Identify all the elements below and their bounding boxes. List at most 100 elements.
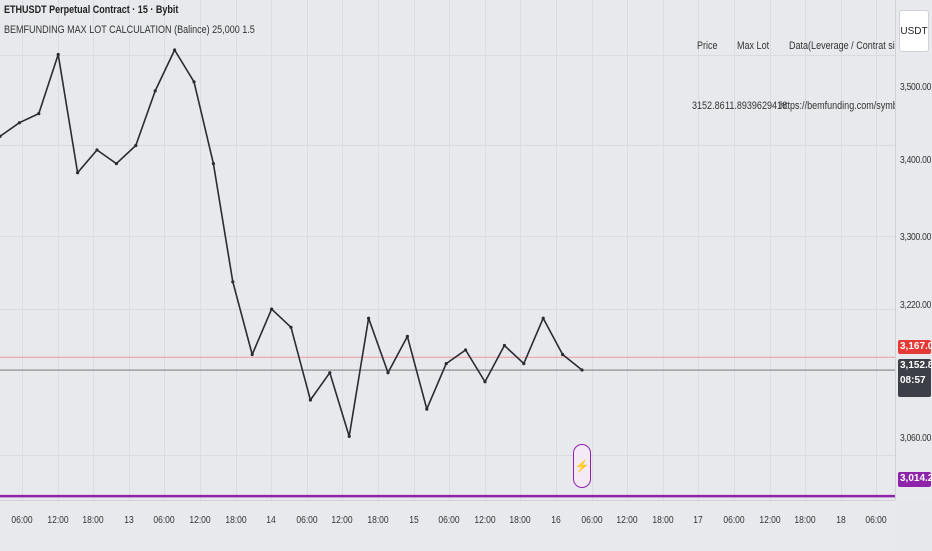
price-chart[interactable] (0, 0, 895, 500)
current-price-value: 3,152.86 (900, 360, 932, 371)
time-tick: 06:00 (296, 515, 318, 526)
price-point (405, 334, 409, 338)
gridline-vertical (876, 0, 878, 500)
info-header-data: Data(Leverage / Contrat size) (789, 40, 908, 52)
time-tick: 12:00 (616, 515, 638, 526)
price-point (308, 398, 312, 402)
gridline-horizontal (0, 236, 895, 238)
gridline-vertical (128, 0, 130, 500)
price-point (0, 134, 2, 138)
currency-selector[interactable]: USDT (899, 10, 929, 52)
gridline-vertical (805, 0, 807, 500)
gridline-horizontal (0, 309, 895, 311)
time-tick: 12:00 (331, 515, 354, 526)
gridline-vertical (413, 0, 415, 500)
price-point (37, 112, 41, 116)
price-point (289, 325, 293, 329)
gridline-horizontal (0, 145, 895, 147)
time-tick: 17 (693, 515, 704, 526)
gridline-vertical (840, 0, 842, 500)
time-tick: 06:00 (723, 515, 745, 526)
time-scale[interactable]: 06:00 12:00 18:00 13 06:00 12:00 18:00 14 06:00 1… (0, 500, 895, 551)
price-point (134, 143, 138, 148)
price-point (250, 352, 254, 357)
time-tick: 18:00 (509, 515, 532, 526)
info-value-price: 3152.86 (692, 100, 725, 112)
lightning-icon[interactable]: ⚡ (573, 444, 591, 488)
countdown-timer: 08:57 (900, 375, 926, 386)
price-point (464, 348, 468, 352)
time-tick: 14 (266, 515, 276, 526)
price-point (541, 316, 545, 320)
info-value-max-lot: 11.8939629416 (725, 100, 788, 112)
price-point (95, 148, 99, 152)
gridline-horizontal (0, 54, 895, 56)
price-point (328, 371, 332, 375)
chart-area[interactable]: ETHUSDT Perpetual Contract · 15 · Bybit … (0, 0, 909, 500)
time-tick: 18:00 (82, 515, 104, 526)
time-tick: 06:00 (11, 515, 33, 526)
gridline-vertical (22, 0, 23, 500)
price-point (153, 89, 157, 93)
price-point (211, 162, 215, 166)
gridline-vertical (520, 0, 522, 500)
time-tick: 13 (124, 515, 134, 526)
price-point (561, 352, 565, 357)
gridline-vertical (556, 0, 557, 500)
price-tick: 3,500.00 (900, 82, 932, 93)
gridline-vertical (200, 0, 201, 500)
gridline-vertical (769, 0, 771, 500)
price-point (270, 307, 274, 311)
price-tick: 3,060.00 (900, 433, 932, 444)
gridline-vertical (627, 0, 629, 500)
price-point (580, 368, 584, 372)
price-point (386, 371, 390, 375)
price-point (522, 362, 526, 366)
price-point (56, 52, 60, 57)
gridline-vertical (306, 0, 308, 500)
price-point (502, 343, 506, 348)
info-value-data: https://bemfunding.com/symbols (780, 100, 910, 112)
time-tick: 06:00 (153, 515, 176, 526)
indicator-legend[interactable]: BEMFUNDING MAX LOT CALCULATION (Balince)… (4, 24, 255, 36)
price-tick: 3,400.00 (900, 155, 932, 166)
time-tick: 12:00 (189, 515, 211, 526)
time-tick: 18 (836, 515, 846, 526)
price-point (17, 121, 21, 125)
price-point (444, 362, 448, 366)
price-point (347, 434, 351, 438)
time-tick: 18:00 (224, 515, 247, 526)
symbol-title[interactable]: ETHUSDT Perpetual Contract · 15 · Bybit (4, 4, 179, 16)
low-price-label: 3,014.25 (898, 472, 932, 487)
time-tick: 06:00 (580, 515, 603, 526)
price-point (425, 407, 429, 411)
time-tick: 12:00 (758, 515, 781, 526)
gridline-vertical (662, 0, 664, 500)
time-tick: 12:00 (46, 515, 69, 526)
price-tick: 3,220.00 (900, 300, 932, 311)
gridline-vertical (271, 0, 273, 500)
price-point (367, 316, 371, 320)
price-point (231, 280, 235, 284)
info-header-max-lot: Max Lot (737, 40, 770, 52)
price-point (114, 162, 118, 166)
gridline-vertical (484, 0, 486, 500)
price-point (76, 171, 80, 175)
time-tick: 06:00 (865, 515, 888, 526)
gridline-vertical (235, 0, 237, 500)
time-tick: 16 (551, 515, 561, 526)
price-point (192, 80, 196, 84)
gridline-vertical (378, 0, 379, 500)
time-tick: 12:00 (474, 515, 496, 526)
time-tick: 18:00 (367, 515, 389, 526)
price-point (173, 48, 177, 52)
gridline-vertical (734, 0, 735, 500)
gridline-vertical (164, 0, 166, 500)
price-tick: 3,300.00 (900, 232, 932, 243)
price-scale[interactable]: 3,500.00 3,400.00 3,300.00 3,220.00 3,06… (895, 0, 932, 500)
current-price-label: 3,152.86 08:57 (898, 359, 932, 397)
gridline-vertical (93, 0, 95, 500)
gridline-vertical (449, 0, 451, 500)
gridline-vertical (342, 0, 344, 500)
time-tick: 15 (408, 515, 419, 526)
